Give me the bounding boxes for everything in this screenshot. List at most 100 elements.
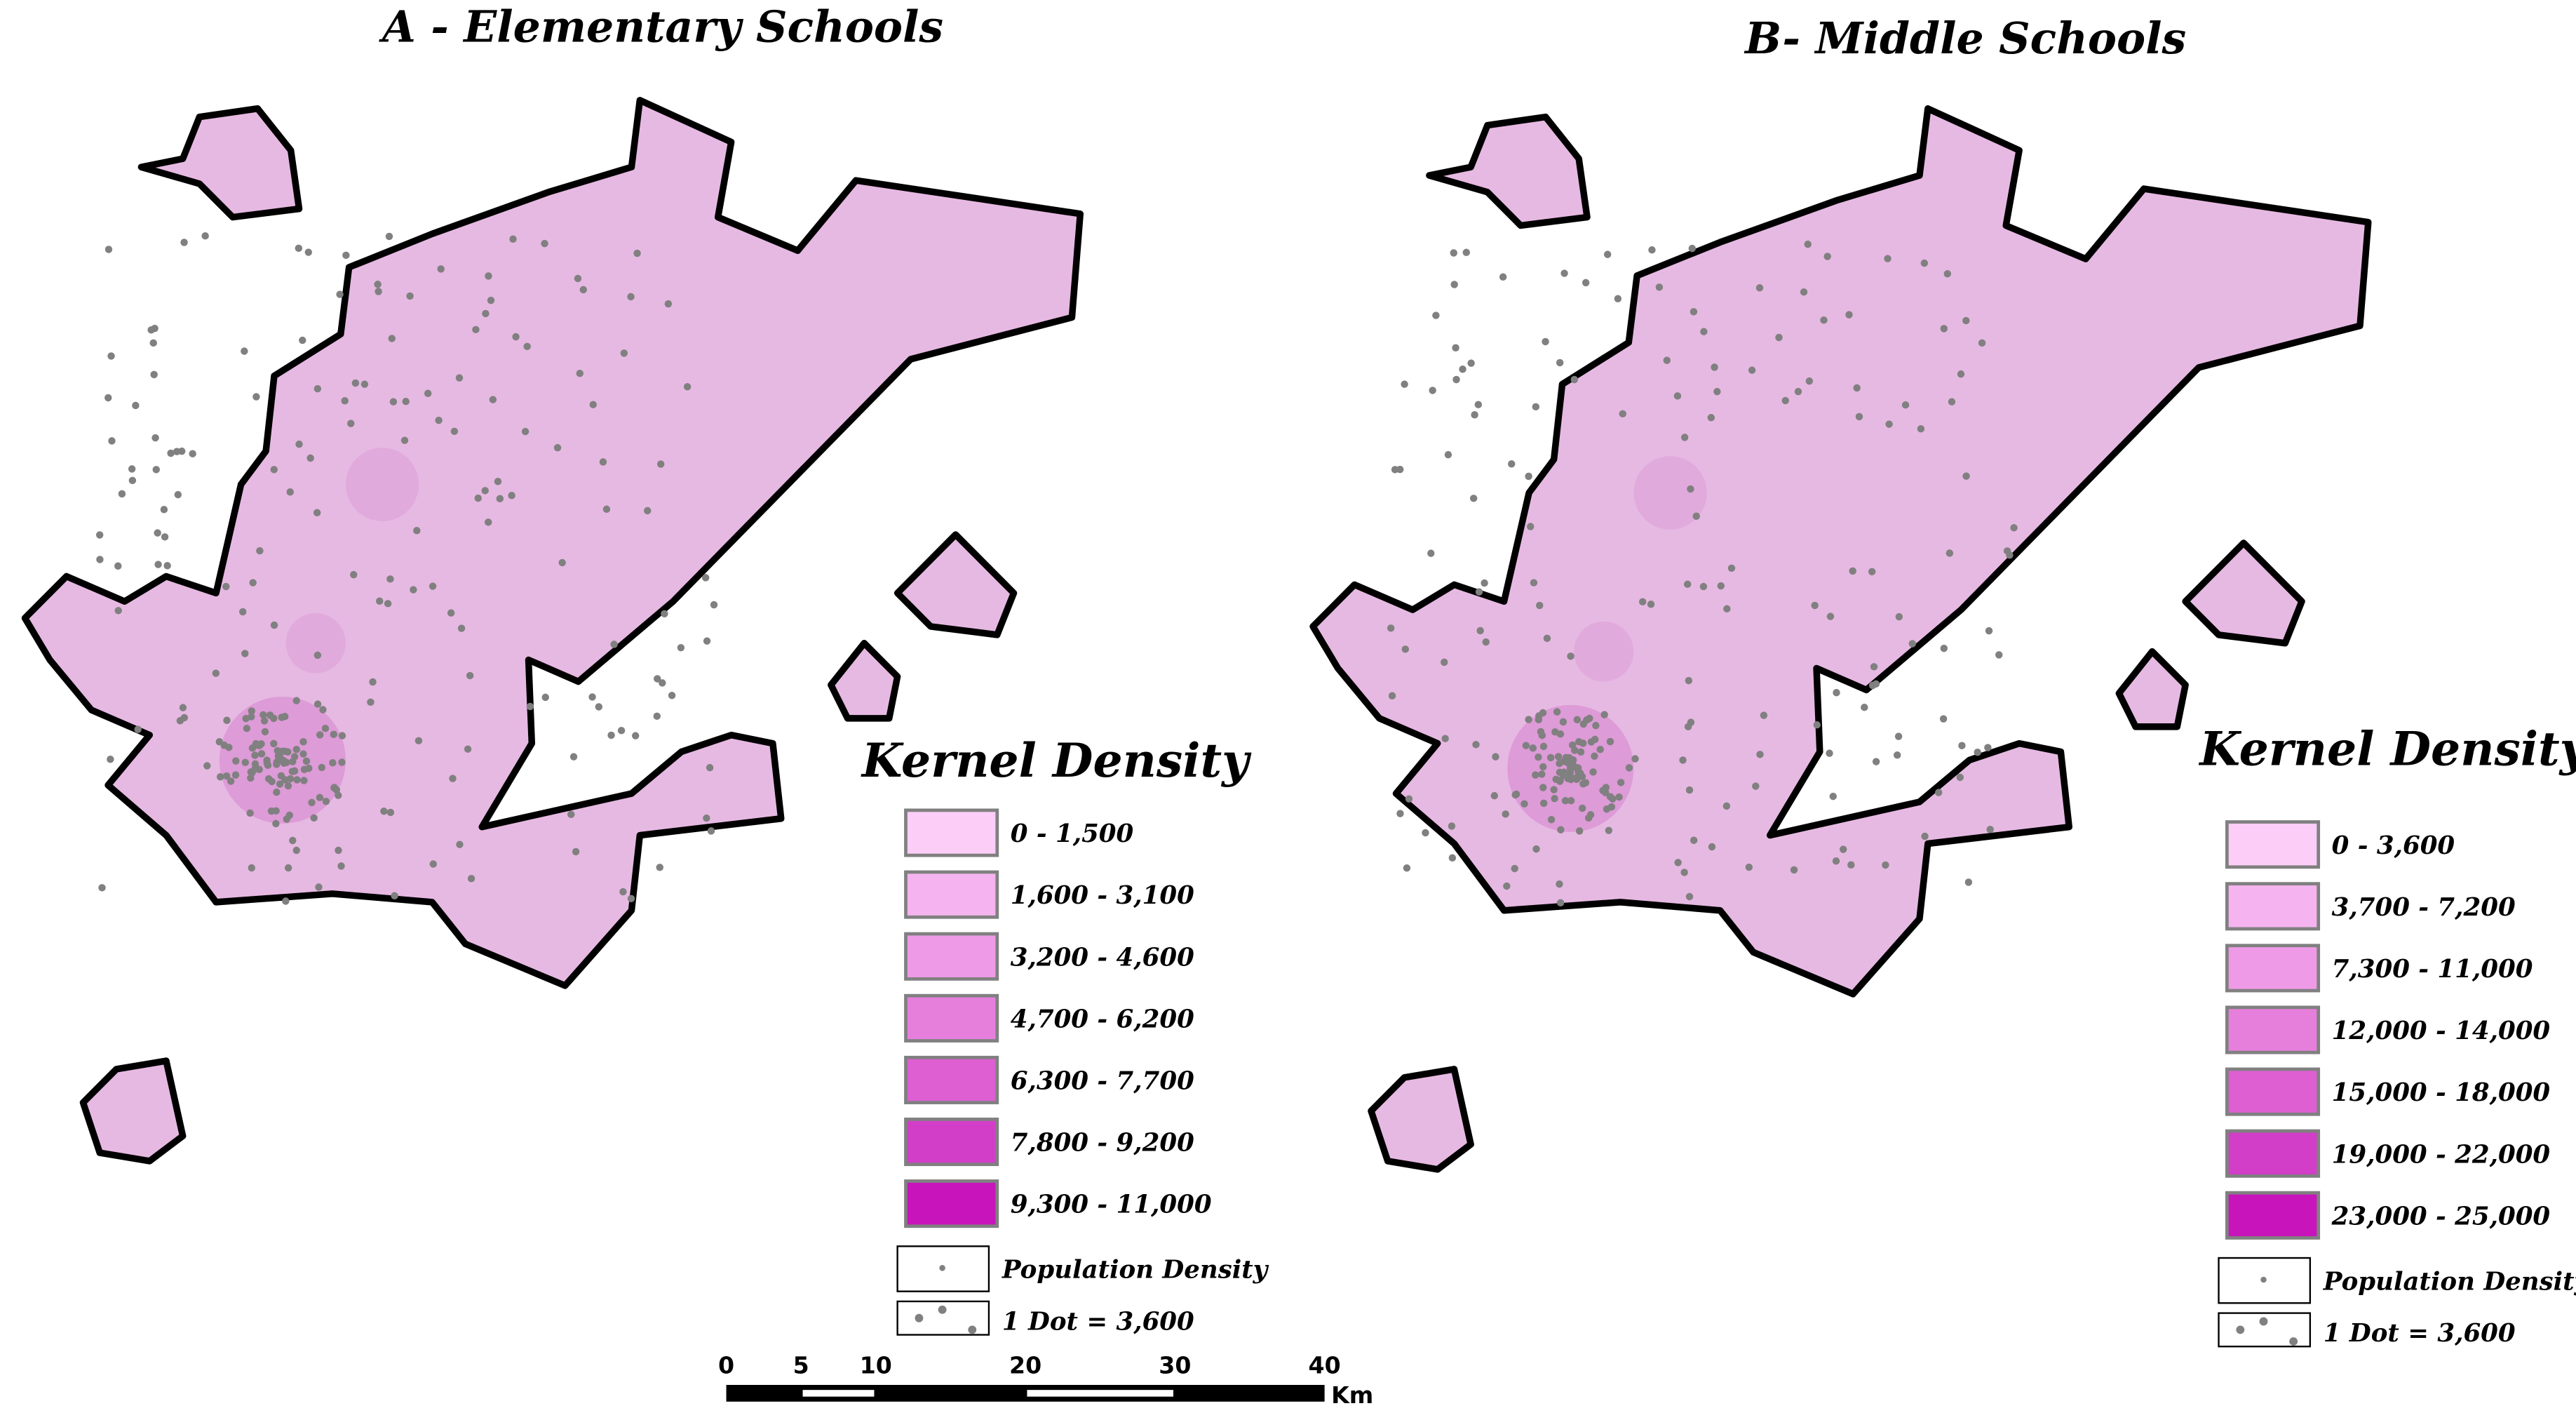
population-dot [1459, 366, 1466, 373]
population-dot [413, 527, 421, 535]
population-dot [1482, 638, 1490, 646]
population-dot [241, 758, 249, 767]
legend-dot [2236, 1325, 2245, 1334]
population-dot [457, 624, 466, 632]
population-dot [1450, 281, 1458, 288]
population-dot [285, 811, 294, 819]
population-dot [249, 579, 257, 587]
population-dot [1582, 279, 1590, 287]
population-dot [132, 401, 140, 410]
population-dot [270, 621, 278, 629]
population-dot [1745, 863, 1753, 871]
population-dot [703, 637, 711, 645]
population-dot [487, 296, 495, 304]
population-dot [227, 777, 235, 785]
population-dot [1917, 425, 1925, 433]
population-dot [367, 698, 375, 706]
legend-label: 4,700 - 6,200 [1011, 1005, 1194, 1033]
population-dot [270, 739, 278, 748]
population-dot [602, 505, 611, 514]
population-dot [1939, 715, 1948, 723]
population-dot [1882, 861, 1889, 869]
population-dot [1569, 761, 1577, 768]
population-dot [644, 507, 652, 515]
legend-label: 12,000 - 14,000 [2332, 1017, 2551, 1045]
population-dot [429, 860, 437, 868]
population-dot [293, 776, 301, 784]
population-dot [1826, 612, 1835, 620]
population-dot [1861, 703, 1868, 711]
population-dot [1605, 826, 1613, 834]
population-dot [1699, 582, 1708, 591]
population-dot [1535, 716, 1543, 724]
population-dot [302, 757, 311, 765]
population-dot [1539, 799, 1548, 808]
population-dot [1603, 805, 1611, 813]
population-dot [1539, 742, 1548, 751]
population-dot [1617, 779, 1625, 786]
population-dot [179, 704, 187, 711]
population-dot [574, 274, 582, 283]
population-dot [1556, 880, 1563, 888]
population-dot [289, 758, 297, 765]
population-dot [306, 454, 314, 462]
population-dot [217, 773, 224, 781]
population-dot [256, 547, 264, 555]
population-dot [429, 582, 437, 590]
population-dot [1823, 253, 1831, 260]
population-dot [410, 586, 417, 594]
population-dot [282, 897, 290, 905]
legend-label: 1 Dot = 3,600 [1002, 1307, 1194, 1336]
scale-label: 5 [793, 1351, 809, 1379]
population-dot [1781, 396, 1789, 405]
population-dot [338, 732, 346, 739]
population-dot [1908, 640, 1917, 648]
population-dot [114, 607, 122, 615]
population-dot [1839, 845, 1847, 853]
population-dot [482, 309, 490, 318]
population-dot [160, 506, 168, 514]
population-dot [261, 728, 269, 736]
scale-label: 30 [1159, 1351, 1191, 1379]
population-dot [449, 775, 457, 782]
population-dot [376, 597, 384, 605]
population-dot [1707, 414, 1715, 422]
population-dot [1748, 366, 1756, 374]
population-dot [231, 771, 240, 779]
population-dot [1575, 827, 1584, 835]
population-dot [1546, 753, 1555, 762]
population-dot [576, 369, 584, 377]
population-dot [1387, 624, 1395, 632]
population-dot [1820, 316, 1828, 324]
population-dot [619, 887, 627, 896]
population-dot [1535, 753, 1542, 761]
population-dot [661, 610, 668, 618]
population-dot [1388, 692, 1396, 699]
population-dot [1532, 403, 1540, 411]
population-dot [1539, 763, 1547, 771]
population-dot [174, 490, 182, 499]
population-dot [260, 717, 269, 725]
population-dot [1946, 549, 1954, 557]
population-dot [1522, 742, 1530, 749]
population-dot [98, 884, 106, 892]
legend-swatch [2225, 1005, 2321, 1054]
population-dot [1475, 588, 1483, 596]
population-dot [1503, 882, 1511, 890]
population-dot [246, 809, 254, 817]
population-dot [1625, 764, 1633, 772]
population-dot [1556, 768, 1564, 777]
scale-label: 20 [1009, 1351, 1041, 1379]
population-dot [1601, 789, 1610, 796]
population-dot [276, 780, 284, 788]
population-dot [1868, 681, 1877, 690]
population-dot [656, 864, 663, 871]
population-dot [1690, 308, 1698, 316]
population-dot [316, 793, 324, 802]
population-dot [151, 434, 159, 442]
population-dot [128, 476, 137, 485]
population-dot [1511, 791, 1519, 799]
legend-swatch [2225, 944, 2321, 993]
population-dot [299, 750, 307, 758]
population-dot [1462, 248, 1470, 257]
